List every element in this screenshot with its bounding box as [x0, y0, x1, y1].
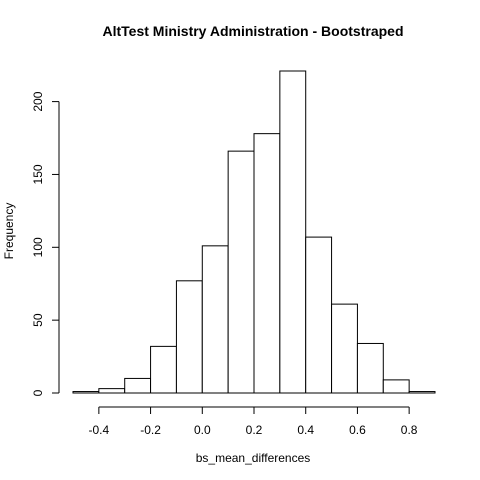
x-tick-label: -0.4 [89, 423, 110, 437]
histogram-bar [98, 388, 126, 394]
histogram-bar [305, 236, 333, 394]
histogram-bar [150, 345, 177, 394]
chart-title: AltTest Ministry Administration - Bootst… [102, 23, 403, 39]
histogram-bar [201, 245, 229, 394]
y-tick-label: 200 [31, 91, 45, 111]
x-tick-label: 0.6 [349, 423, 366, 437]
y-tick-label: 0 [31, 389, 45, 396]
y-axis: 0 50 100 150 200 [31, 91, 60, 396]
histogram-bar [408, 391, 436, 394]
x-tick-label: 0.2 [246, 423, 263, 437]
y-tick-label: 50 [31, 313, 45, 327]
x-tick-label: 0.4 [297, 423, 314, 437]
x-tick-label: -0.2 [140, 423, 161, 437]
histogram-bar [356, 342, 384, 394]
histogram-bar [72, 391, 100, 394]
histogram-bar [175, 280, 203, 394]
x-tick-label: 0.0 [194, 423, 211, 437]
x-axis-label: bs_mean_differences [196, 451, 311, 465]
x-tick-label: 0.8 [401, 423, 418, 437]
y-tick-label: 150 [31, 164, 45, 184]
y-axis-label: Frequency [2, 203, 16, 260]
histogram-bar [227, 150, 255, 394]
histogram-bar [382, 379, 410, 394]
y-tick-label: 100 [31, 237, 45, 257]
x-axis: -0.4 -0.2 0.0 0.2 0.4 0.6 0.8 [89, 406, 418, 437]
histogram-bars [72, 70, 436, 394]
histogram-bar [279, 70, 307, 394]
histogram-bar [331, 303, 358, 394]
histogram-bar [124, 377, 152, 394]
histogram-bar [253, 133, 281, 394]
